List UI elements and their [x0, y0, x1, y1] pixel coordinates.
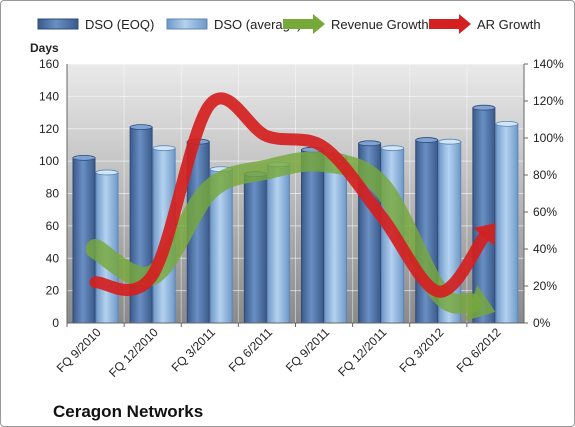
- x-tick-fq-6-2012: FQ 6/2012: [454, 325, 504, 375]
- y-tick-right-20: 20%: [533, 279, 557, 293]
- y-tick-left-140: 140: [39, 89, 59, 103]
- legend-label-ar-growth: AR Growth: [477, 17, 541, 32]
- growth-lines: [85, 92, 496, 322]
- bar-cap-dso-eoq-fq-6-2012: [472, 104, 496, 111]
- legend-item-dso-average: DSO (average): [166, 17, 301, 32]
- bar-dso-average-fq-9-2011: [324, 155, 347, 324]
- legend-item-ar-growth: AR Growth: [429, 14, 541, 34]
- bar-dso-average-fq-6-2012: [495, 123, 519, 324]
- bar-cap-dso-eoq-fq-3-2012: [415, 137, 439, 143]
- bar-cap-dso-average-fq-6-2012: [495, 120, 519, 127]
- legend-label-dso-average: DSO (average): [214, 17, 301, 32]
- y-tick-right-60: 60%: [533, 205, 557, 219]
- legend-arrow-revenue-growth: [283, 14, 325, 34]
- x-tick-fq-3-2012: FQ 3/2012: [396, 325, 446, 375]
- y-tick-left-20: 20: [46, 284, 60, 298]
- y-tick-right-40: 40%: [533, 242, 557, 256]
- y-tick-right-0: 0%: [533, 316, 551, 330]
- x-tick-fq-12-2011: FQ 12/2011: [335, 325, 389, 379]
- line-ar-growth: [89, 92, 490, 298]
- x-tick-fq-6-2011: FQ 6/2011: [226, 325, 276, 375]
- legend-swatch-dso-eoq: [37, 18, 79, 30]
- y-tick-left-80: 80: [46, 187, 60, 201]
- bar-dso-eoq-fq-9-2011: [301, 149, 324, 324]
- y-tick-right-120: 120%: [533, 94, 564, 108]
- legend: DSO (EOQ) DSO (average) Revenue Growth A…: [37, 14, 541, 34]
- y-tick-left-160: 160: [39, 57, 59, 71]
- bar-cap-dso-average-fq-9-2010: [95, 169, 119, 176]
- bar-cap-dso-average-fq-12-2011: [381, 145, 405, 152]
- bar-cap-dso-eoq-fq-12-2010: [129, 124, 153, 131]
- x-tick-fq-9-2010: FQ 9/2010: [54, 325, 104, 375]
- x-tick-fq-3-2011: FQ 3/2011: [169, 325, 219, 375]
- bar-cap-dso-eoq-fq-9-2010: [72, 154, 96, 161]
- bar-cap-dso-average-fq-3-2012: [438, 138, 462, 145]
- y-tick-right-100: 100%: [533, 131, 564, 145]
- bar-dso-eoq-fq-6-2011: [243, 173, 267, 324]
- y-tick-left-120: 120: [39, 122, 59, 136]
- legend-label-dso-eoq: DSO (EOQ): [85, 17, 154, 32]
- legend-item-dso-eoq: DSO (EOQ): [37, 17, 154, 32]
- bar-cap-dso-eoq-fq-12-2011: [358, 140, 382, 147]
- legend-item-revenue-growth: Revenue Growth: [283, 14, 429, 34]
- bar-cap-dso-average-fq-12-2010: [152, 145, 176, 152]
- y-tick-right-80: 80%: [533, 168, 557, 182]
- y-ticks-left: 0 20 40 60 80 100 120 140 160: [39, 57, 59, 330]
- y-tick-left-60: 60: [46, 219, 60, 233]
- legend-arrow-ar-growth: [429, 14, 471, 34]
- x-ticks: FQ 9/2010 FQ 12/2010 FQ 3/2011 FQ 6/2011 FQ …: [54, 323, 504, 380]
- bar-dso-average-fq-6-2011: [266, 163, 290, 324]
- y-ticks-right: 0% 20% 40% 60% 80% 100% 120% 140%: [524, 57, 564, 330]
- arrowhead-ar-growth: [473, 223, 496, 246]
- y-tick-left-100: 100: [39, 154, 59, 168]
- y-tick-left-40: 40: [46, 251, 60, 265]
- arrowhead-revenue-growth: [464, 285, 496, 322]
- legend-swatch-dso-average: [166, 18, 208, 30]
- y-tick-left-0: 0: [52, 316, 59, 330]
- y-axis-title-left: Days: [30, 41, 59, 55]
- company-name: Ceragon Networks: [53, 402, 203, 421]
- legend-label-revenue-growth: Revenue Growth: [331, 17, 429, 32]
- x-tick-fq-12-2010: FQ 12/2010: [106, 325, 161, 380]
- y-tick-right-140: 140%: [533, 57, 564, 71]
- x-tick-fq-9-2011: FQ 9/2011: [283, 325, 333, 375]
